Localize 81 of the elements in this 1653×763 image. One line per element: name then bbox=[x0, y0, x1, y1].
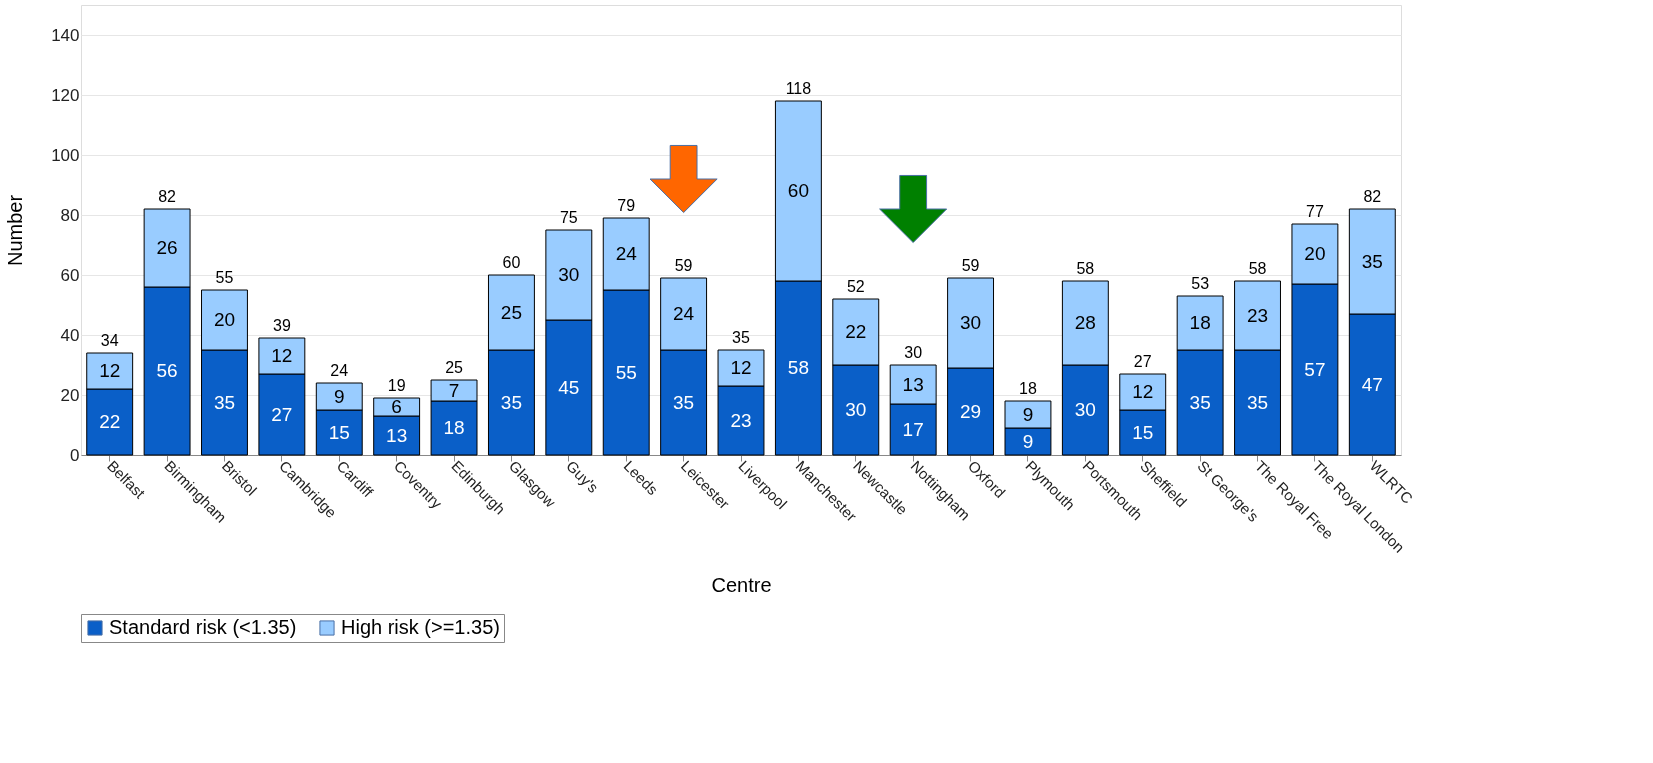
total-label: 18 bbox=[1019, 380, 1037, 397]
data-label: 58 bbox=[787, 357, 809, 378]
total-label: 77 bbox=[1306, 203, 1324, 220]
data-label: 35 bbox=[1361, 250, 1383, 272]
y-tick-label: 20 bbox=[60, 385, 80, 405]
legend-label: High risk (>=1.35) bbox=[341, 616, 500, 638]
data-label: 35 bbox=[500, 391, 523, 413]
y-tick-label: 40 bbox=[60, 325, 80, 345]
total-label: 82 bbox=[1363, 188, 1382, 205]
data-label: 9 bbox=[1022, 403, 1034, 425]
y-tick-label: 80 bbox=[60, 205, 80, 225]
total-label: 79 bbox=[617, 197, 636, 214]
data-label: 9 bbox=[333, 385, 345, 407]
data-label: 30 bbox=[845, 399, 867, 420]
total-label: 34 bbox=[100, 332, 119, 349]
total-label: 27 bbox=[1133, 353, 1152, 370]
data-label: 23 bbox=[1246, 304, 1269, 326]
data-label: 35 bbox=[1189, 391, 1211, 413]
data-label: 56 bbox=[156, 360, 178, 381]
data-label: 47 bbox=[1361, 373, 1383, 395]
legend-label: Standard risk (<1.35) bbox=[109, 616, 297, 638]
data-label: 18 bbox=[1189, 312, 1211, 333]
data-label: 12 bbox=[730, 357, 752, 378]
x-axis-title: Centre bbox=[711, 573, 772, 596]
total-label: 24 bbox=[330, 362, 349, 379]
data-label: 23 bbox=[730, 409, 752, 431]
data-label: 60 bbox=[787, 180, 809, 201]
data-label: 30 bbox=[959, 312, 982, 333]
total-label: 19 bbox=[387, 377, 406, 394]
data-label: 22 bbox=[845, 321, 867, 342]
total-label: 53 bbox=[1191, 275, 1210, 292]
data-label: 18 bbox=[443, 417, 465, 438]
total-label: 35 bbox=[732, 329, 750, 346]
total-label: 55 bbox=[215, 269, 234, 286]
total-label: 52 bbox=[846, 278, 865, 295]
data-label: 22 bbox=[99, 411, 121, 432]
data-label: 26 bbox=[156, 237, 178, 258]
total-label: 75 bbox=[559, 209, 578, 226]
data-label: 15 bbox=[328, 421, 350, 443]
data-label: 57 bbox=[1304, 358, 1326, 380]
data-label: 12 bbox=[271, 345, 293, 366]
y-tick-label: 140 bbox=[51, 25, 80, 45]
data-label: 6 bbox=[391, 396, 402, 417]
total-label: 82 bbox=[158, 188, 177, 205]
data-label: 27 bbox=[271, 403, 293, 425]
data-label: 55 bbox=[615, 361, 637, 383]
total-label: 58 bbox=[1248, 260, 1267, 277]
data-label: 24 bbox=[615, 243, 638, 264]
y-tick-label: 0 bbox=[70, 445, 80, 465]
data-label: 13 bbox=[386, 424, 408, 446]
data-label: 30 bbox=[1074, 399, 1096, 420]
y-axis-title: Number bbox=[4, 194, 27, 267]
data-label: 12 bbox=[99, 360, 121, 381]
y-tick-label: 120 bbox=[51, 85, 80, 105]
data-label: 28 bbox=[1074, 312, 1096, 333]
data-label: 13 bbox=[902, 373, 924, 395]
total-label: 59 bbox=[674, 257, 693, 274]
data-label: 20 bbox=[1304, 243, 1326, 264]
total-label: 30 bbox=[904, 344, 923, 361]
total-label: 39 bbox=[272, 317, 291, 334]
data-label: 35 bbox=[213, 391, 236, 413]
data-label: 45 bbox=[558, 376, 580, 398]
data-label: 30 bbox=[558, 264, 580, 285]
data-label: 35 bbox=[673, 391, 695, 413]
data-label: 24 bbox=[673, 303, 695, 324]
data-label: 15 bbox=[1132, 421, 1154, 443]
total-label: 58 bbox=[1076, 260, 1095, 277]
total-label: 59 bbox=[961, 257, 980, 274]
total-label: 60 bbox=[502, 254, 521, 271]
data-label: 9 bbox=[1022, 430, 1034, 452]
data-label: 17 bbox=[902, 418, 924, 440]
data-label: 25 bbox=[500, 301, 523, 323]
y-tick-label: 100 bbox=[51, 145, 80, 165]
data-label: 12 bbox=[1132, 381, 1154, 402]
data-label: 20 bbox=[213, 309, 236, 330]
data-label: 7 bbox=[448, 379, 460, 401]
y-tick-label: 60 bbox=[60, 265, 80, 285]
total-label: 25 bbox=[445, 359, 464, 376]
data-label: 35 bbox=[1246, 391, 1269, 413]
data-label: 29 bbox=[959, 400, 982, 422]
total-label: 118 bbox=[785, 80, 812, 97]
